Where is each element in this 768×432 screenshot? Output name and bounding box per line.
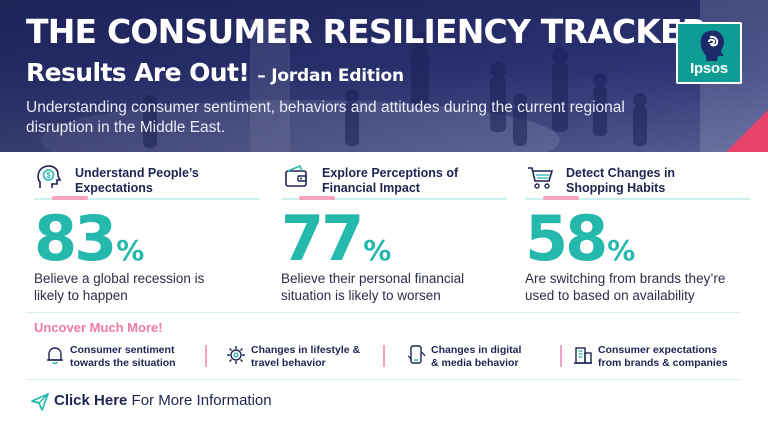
cta-rest[interactable]: For More Information — [131, 392, 272, 409]
stat-unit: % — [116, 234, 145, 267]
topic-label: Consumer sentiment towards the situation — [70, 344, 176, 369]
ipsos-head-logo-icon — [700, 30, 724, 61]
results-heading: Results Are Out! — [26, 58, 250, 87]
topic-label: Changes in lifestyle & travel behavior — [251, 344, 361, 369]
svg-text:$: $ — [46, 171, 51, 180]
stat-description: Are switching from brands they’re used t… — [525, 271, 726, 303]
results-title: Results Are Out! – Jordan Edition — [26, 58, 404, 87]
gear-icon — [227, 346, 245, 364]
paper-plane-icon — [31, 393, 49, 411]
stat-value: 77% — [281, 202, 391, 275]
topic-label: Changes in digital & media behavior — [431, 344, 522, 369]
stat-heading: Understand People’s Expectations — [75, 166, 199, 195]
uncover-title: Uncover Much More! — [34, 320, 163, 335]
uncover-section — [26, 312, 740, 380]
shopping-cart-icon — [528, 167, 554, 189]
stat-expectations: $ Understand People’s Expectations 83% B… — [34, 160, 264, 310]
stat-description: Believe a global recession is likely to … — [34, 271, 205, 303]
stat-number: 77 — [281, 202, 364, 275]
ipsos-logo: Ipsos — [676, 22, 742, 84]
stat-heading: Explore Perceptions of Financial Impact — [322, 166, 459, 195]
header-subtitle: Understanding consumer sentiment, behavi… — [26, 99, 625, 136]
topic-divider — [383, 345, 385, 367]
edition-label: – Jordan Edition — [257, 66, 404, 86]
stat-heading: Detect Changes in Shopping Habits — [566, 166, 676, 195]
cta-bold[interactable]: Click Here — [54, 392, 128, 409]
head-dollar-icon: $ — [37, 165, 62, 188]
topic-divider — [205, 345, 207, 367]
stat-unit: % — [363, 234, 392, 267]
topic-divider — [560, 345, 562, 367]
building-icon — [574, 347, 592, 364]
stat-description: Believe their personal financial situati… — [281, 271, 465, 303]
main-title: THE CONSUMER RESILIENCY TRACKER — [26, 12, 707, 51]
header-banner: THE CONSUMER RESILIENCY TRACKER Results … — [0, 0, 768, 152]
topic-label: Consumer expectations from brands & comp… — [598, 344, 728, 369]
corner-accent — [726, 110, 768, 152]
bell-icon — [47, 347, 63, 365]
logo-text: Ipsos — [690, 60, 728, 77]
stat-value: 83% — [34, 202, 144, 275]
wallet-icon — [285, 165, 307, 187]
cta-text[interactable]: Click Here For More Information — [54, 392, 272, 409]
stat-financial-impact: Explore Perceptions of Financial Impact … — [281, 160, 511, 310]
stat-value: 58% — [525, 202, 635, 275]
stat-number: 83 — [34, 202, 117, 275]
phone-icon — [407, 345, 426, 364]
stat-shopping-habits: Detect Changes in Shopping Habits 58% Ar… — [525, 160, 755, 310]
stat-unit: % — [607, 234, 636, 267]
stat-number: 58 — [525, 202, 608, 275]
